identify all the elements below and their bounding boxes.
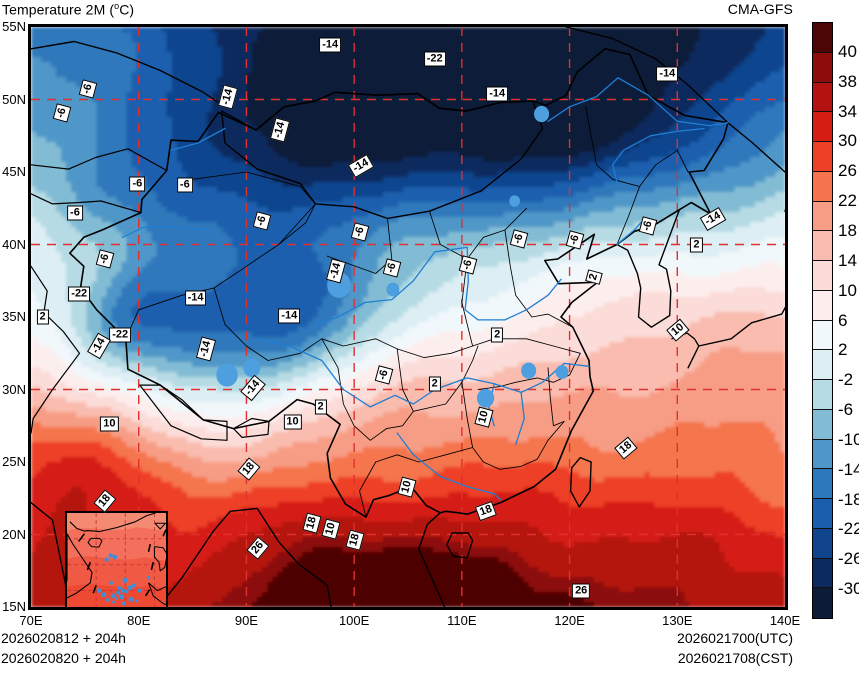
contour-label: 2 xyxy=(429,376,441,391)
colorbar-tick-2: 2 xyxy=(838,340,847,360)
x-tick-140E: 140E xyxy=(770,613,800,628)
colorbar-segment xyxy=(813,142,832,172)
contour-label: -22 xyxy=(424,52,446,67)
colorbar-tick-38: 38 xyxy=(838,72,857,92)
contour-label: -14 xyxy=(656,66,678,81)
colorbar-tick-10: 10 xyxy=(838,281,857,301)
y-tick-55N: 55N xyxy=(0,19,26,34)
colorbar-tick-18: 18 xyxy=(838,221,857,241)
colorbar-tick--22: -22 xyxy=(838,519,859,539)
colorbar-tick--30: -30 xyxy=(838,579,859,599)
colorbar-segment xyxy=(813,231,832,261)
x-tick-110E: 110E xyxy=(447,613,476,628)
y-tick-25N: 25N xyxy=(0,454,26,469)
contour-label: -14 xyxy=(486,86,508,101)
weather-map-page: Temperature 2M (oC) CMA-GFS Scale 1:4000… xyxy=(0,0,859,673)
colorbar-tick--14: -14 xyxy=(838,460,859,480)
colorbar-segment xyxy=(813,23,832,53)
contour-label: -22 xyxy=(109,327,131,342)
colorbar-segment xyxy=(813,83,832,113)
contour-label: 26 xyxy=(572,584,590,599)
contour-label: 2 xyxy=(491,327,503,342)
contour-label: -14 xyxy=(185,291,207,306)
y-tick-40N: 40N xyxy=(0,237,26,252)
colorbar-segment xyxy=(813,559,832,589)
colorbar-segment xyxy=(813,321,832,351)
map-panel[interactable]: Scale 1:40000000 Scale 1:20000000 No:GS … xyxy=(28,24,788,610)
y-tick-15N: 15N xyxy=(0,599,26,614)
contour-label: 10 xyxy=(283,414,301,429)
x-tick-130E: 130E xyxy=(662,613,692,628)
contour-label: -14 xyxy=(278,308,300,323)
y-tick-35N: 35N xyxy=(0,309,26,324)
contour-label: -22 xyxy=(68,286,90,301)
x-tick-70E: 70E xyxy=(19,613,42,628)
colorbar-tick-22: 22 xyxy=(838,191,857,211)
colorbar-segment xyxy=(813,469,832,499)
colorbar-segment xyxy=(813,172,832,202)
colorbar-segment xyxy=(813,529,832,559)
contour-label: 10 xyxy=(100,417,118,432)
colorbar[interactable] xyxy=(812,22,833,619)
colorbar-tick-14: 14 xyxy=(838,251,857,271)
contour-label: 2 xyxy=(690,237,702,252)
colorbar-tick-34: 34 xyxy=(838,102,857,122)
valid-time-utc: 2026021700(UTC) xyxy=(677,630,793,646)
colorbar-tick-40: 40 xyxy=(838,42,857,62)
colorbar-segment xyxy=(813,588,832,618)
colorbar-tick-6: 6 xyxy=(838,311,847,331)
contour-label: -14 xyxy=(319,37,341,52)
page-title: Temperature 2M (oC) xyxy=(2,1,134,18)
contour-label: 2 xyxy=(37,310,49,325)
colorbar-tick--10: -10 xyxy=(838,430,859,450)
valid-time-cst: 2026021708(CST) xyxy=(678,650,793,666)
y-tick-30N: 30N xyxy=(0,382,26,397)
colorbar-segment xyxy=(813,350,832,380)
colorbar-tick--2: -2 xyxy=(838,370,853,390)
init-time-utc: 2026020812 + 204h xyxy=(1,630,126,646)
y-tick-45N: 45N xyxy=(0,164,26,179)
colorbar-tick--18: -18 xyxy=(838,490,859,510)
contour-label: -6 xyxy=(130,176,146,191)
colorbar-segment xyxy=(813,261,832,291)
x-tick-120E: 120E xyxy=(554,613,584,628)
model-label: CMA-GFS xyxy=(728,1,793,17)
colorbar-tick-26: 26 xyxy=(838,161,857,181)
contour-label: 2 xyxy=(314,400,326,415)
contour-label: -6 xyxy=(177,178,193,193)
colorbar-segment xyxy=(813,202,832,232)
colorbar-tick--6: -6 xyxy=(838,400,853,420)
colorbar-segment xyxy=(813,112,832,142)
x-tick-100E: 100E xyxy=(339,613,369,628)
contour-label: -6 xyxy=(67,205,83,220)
colorbar-segment xyxy=(813,499,832,529)
colorbar-tick-30: 30 xyxy=(838,131,857,151)
colorbar-tick--26: -26 xyxy=(838,549,859,569)
x-tick-90E: 90E xyxy=(235,613,258,628)
init-time-cst: 2026020820 + 204h xyxy=(1,650,126,666)
colorbar-segment xyxy=(813,410,832,440)
x-tick-80E: 80E xyxy=(127,613,150,628)
south-china-sea-inset: Scale 1:40000000 xyxy=(65,511,168,610)
colorbar-segment xyxy=(813,380,832,410)
colorbar-segment xyxy=(813,291,832,321)
y-tick-20N: 20N xyxy=(0,527,26,542)
colorbar-segment xyxy=(813,440,832,470)
inset-graphic xyxy=(67,513,166,610)
colorbar-segment xyxy=(813,53,832,83)
y-tick-50N: 50N xyxy=(0,92,26,107)
